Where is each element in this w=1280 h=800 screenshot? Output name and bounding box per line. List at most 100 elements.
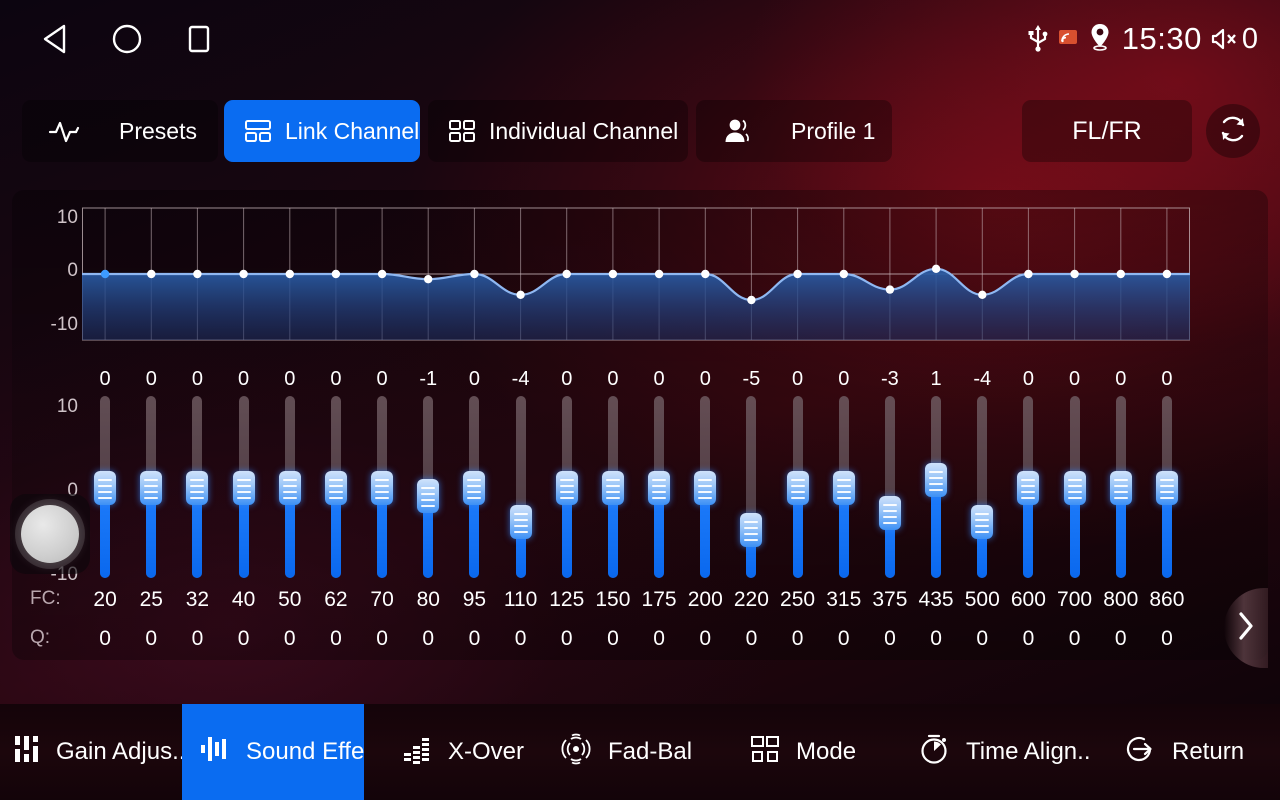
slider-thumb[interactable] [463, 471, 486, 505]
slider-track[interactable] [515, 396, 526, 578]
q-value[interactable]: 0 [145, 627, 158, 650]
q-value[interactable]: 0 [237, 627, 250, 650]
q-value[interactable]: 0 [976, 627, 989, 650]
fc-value[interactable]: 175 [641, 588, 677, 611]
fc-value[interactable]: 150 [595, 588, 631, 611]
band-slider[interactable] [694, 396, 717, 578]
q-value[interactable]: 0 [837, 627, 850, 650]
fc-value[interactable]: 95 [462, 588, 487, 611]
q-value[interactable]: 0 [422, 627, 435, 650]
slider-track[interactable] [884, 396, 895, 578]
band-slider[interactable] [555, 396, 578, 578]
slider-thumb[interactable] [1063, 471, 1086, 505]
slider-thumb[interactable] [278, 471, 301, 505]
slider-thumb[interactable] [832, 471, 855, 505]
q-value[interactable]: 0 [99, 627, 111, 650]
q-value[interactable]: 0 [330, 627, 342, 650]
slider-thumb[interactable] [371, 471, 394, 505]
fc-value[interactable]: 20 [93, 588, 117, 611]
bottom-nav-sound-effect[interactable]: Sound Effec [182, 704, 364, 800]
q-value[interactable]: 0 [468, 627, 481, 650]
slider-thumb[interactable] [740, 513, 763, 547]
slider-track[interactable] [977, 396, 988, 578]
slider-thumb[interactable] [555, 471, 578, 505]
fc-value[interactable]: 70 [370, 588, 394, 611]
fc-value[interactable]: 600 [1010, 588, 1046, 611]
band-slider[interactable] [740, 396, 763, 578]
band-slider[interactable] [925, 396, 948, 578]
fc-value[interactable]: 25 [139, 588, 163, 611]
q-value[interactable]: 0 [191, 627, 204, 650]
slider-thumb[interactable] [232, 471, 255, 505]
q-value[interactable]: 0 [376, 627, 388, 650]
band-slider[interactable] [371, 396, 394, 578]
slider-thumb[interactable] [417, 479, 440, 514]
fc-value[interactable]: 125 [549, 588, 585, 611]
slider-thumb[interactable] [186, 471, 209, 505]
floating-knob-button[interactable] [10, 494, 90, 574]
tab-individual-channel[interactable]: Individual Channel [428, 100, 688, 162]
q-value[interactable]: 0 [1068, 627, 1081, 650]
bottom-nav-fad-bal[interactable]: Fad-Bal [540, 704, 736, 800]
slider-thumb[interactable] [140, 471, 163, 505]
q-value[interactable]: 0 [699, 627, 712, 650]
slider-thumb[interactable] [509, 504, 532, 539]
band-slider[interactable] [1017, 396, 1040, 578]
band-slider[interactable] [94, 396, 117, 578]
band-slider[interactable] [601, 396, 624, 578]
slider-thumb[interactable] [324, 471, 347, 505]
slider-thumb[interactable] [786, 471, 809, 505]
fc-value[interactable]: 220 [733, 588, 769, 611]
fc-value[interactable]: 40 [231, 588, 256, 611]
triangle-back-icon[interactable] [40, 23, 70, 55]
q-value[interactable]: 0 [745, 627, 758, 650]
band-slider[interactable] [232, 396, 255, 578]
slider-thumb[interactable] [94, 471, 117, 505]
fc-value[interactable]: 50 [278, 588, 302, 611]
slider-thumb[interactable] [878, 496, 901, 531]
q-value[interactable]: 0 [653, 627, 665, 650]
channel-selector-flfr[interactable]: FL/FR [1022, 100, 1192, 162]
band-slider[interactable] [786, 396, 809, 578]
slider-track[interactable] [746, 396, 757, 578]
q-value[interactable]: 0 [607, 627, 619, 650]
band-slider[interactable] [140, 396, 163, 578]
fc-value[interactable]: 250 [780, 588, 816, 611]
band-slider[interactable] [186, 396, 209, 578]
bottom-nav-return[interactable]: Return [1114, 704, 1280, 800]
band-slider[interactable] [278, 396, 301, 578]
q-value[interactable]: 0 [514, 627, 527, 650]
tab-profile[interactable]: Profile 1 [696, 100, 892, 162]
fc-value[interactable]: 200 [687, 588, 723, 611]
circle-home-icon[interactable] [110, 22, 144, 56]
fc-value[interactable]: 80 [416, 588, 440, 611]
band-slider[interactable] [1109, 396, 1132, 578]
fc-value[interactable]: 315 [826, 588, 862, 611]
square-recents-icon[interactable] [184, 23, 214, 55]
bottom-nav-x-over[interactable]: X-Over [364, 704, 540, 800]
q-value[interactable]: 0 [884, 627, 896, 650]
bottom-nav-time-align[interactable]: Time Align.. [904, 704, 1114, 800]
fc-value[interactable]: 500 [964, 588, 1000, 611]
q-value[interactable]: 0 [930, 627, 942, 650]
slider-thumb[interactable] [1017, 471, 1040, 505]
q-value[interactable]: 0 [560, 627, 573, 650]
tab-link-channel[interactable]: Link Channel [224, 100, 420, 162]
band-slider[interactable] [324, 396, 347, 578]
fc-value[interactable]: 800 [1103, 588, 1139, 611]
band-slider[interactable] [648, 396, 671, 578]
band-slider[interactable] [1063, 396, 1086, 578]
band-slider[interactable] [1155, 396, 1178, 578]
slider-thumb[interactable] [601, 471, 624, 505]
band-slider[interactable] [463, 396, 486, 578]
band-slider[interactable] [878, 396, 901, 578]
fc-value[interactable]: 62 [324, 588, 348, 611]
band-slider[interactable] [509, 396, 532, 578]
fc-value[interactable]: 375 [872, 588, 908, 611]
q-value[interactable]: 0 [1161, 627, 1173, 650]
q-value[interactable]: 0 [283, 627, 296, 650]
slider-thumb[interactable] [694, 471, 717, 505]
slider-thumb[interactable] [1155, 471, 1178, 505]
fc-value[interactable]: 32 [185, 588, 210, 611]
refresh-button[interactable] [1206, 104, 1260, 158]
